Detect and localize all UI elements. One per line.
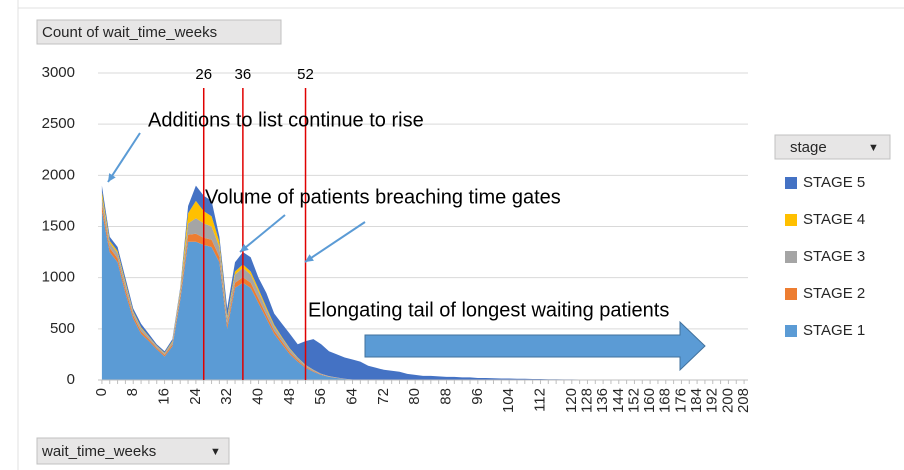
y-tick-label: 3000	[42, 64, 75, 81]
value-field: Count of wait_time_weeks	[42, 24, 217, 41]
time-gate-label: 26	[195, 66, 212, 83]
x-tick-label: 56	[312, 388, 329, 405]
annotation: Additions to list continue to rise	[148, 109, 424, 131]
x-tick-label: 200	[719, 388, 736, 413]
x-tick-label: 48	[281, 388, 298, 405]
x-tick-label: 40	[250, 388, 267, 405]
arrow-head	[240, 243, 249, 252]
area	[101, 211, 745, 380]
x-tick-label: 192	[704, 388, 721, 413]
x-tick-label: 80	[406, 388, 423, 405]
y-tick-label: 2000	[42, 166, 75, 183]
y-tick-label: 0	[67, 371, 75, 388]
axis-field: wait_time_weeks	[41, 443, 156, 460]
y-tick-label: 1000	[42, 269, 75, 286]
legend-swatch	[785, 177, 797, 189]
x-tick-label: 104	[500, 388, 517, 413]
legend-label: STAGE 3	[803, 248, 865, 265]
legend-field-button[interactable]	[774, 134, 891, 160]
legend-title: stage	[790, 139, 827, 156]
arrow-head	[305, 254, 314, 262]
x-tick-label: 96	[469, 388, 486, 405]
x-tick-label: 168	[657, 388, 674, 413]
time-gate-label: 52	[297, 66, 314, 83]
legend-label: STAGE 2	[803, 285, 865, 302]
axis-field-button[interactable]	[36, 437, 230, 465]
y-tick-label: 500	[50, 320, 75, 337]
y-tick-label: 1500	[42, 217, 75, 234]
y-tick-label: 2500	[42, 115, 75, 132]
x-tick-label: 16	[156, 388, 173, 405]
x-tick-label: 160	[641, 388, 658, 413]
legend-swatch	[785, 325, 797, 337]
arrow	[304, 221, 366, 263]
x-tick-label: 0	[93, 388, 110, 396]
x-tick-label: 32	[218, 388, 235, 405]
arrow	[107, 132, 141, 183]
x-tick-label: 112	[531, 388, 548, 412]
legend-label: STAGE 5	[803, 174, 865, 191]
tail-arrow	[364, 320, 706, 372]
x-tick-label: 120	[563, 388, 580, 413]
legend-label: STAGE 1	[803, 322, 865, 339]
x-tick-label: 144	[610, 388, 627, 413]
x-tick-label: 8	[124, 388, 141, 396]
x-tick-label: 184	[688, 388, 705, 413]
legend-label: STAGE 4	[803, 211, 865, 228]
arrow-head	[108, 173, 116, 182]
x-tick-label: 128	[578, 388, 595, 413]
legend-swatch	[785, 214, 797, 226]
x-tick-label: 152	[625, 388, 642, 413]
dropdown-icon: ▼	[210, 446, 221, 458]
annotation: Volume of patients breaching time gates	[205, 186, 561, 208]
value-field-button[interactable]	[36, 19, 282, 45]
x-tick-label: 24	[187, 388, 204, 405]
annotation: Elongating tail of longest waiting patie…	[308, 299, 669, 321]
x-tick-label: 176	[672, 388, 689, 413]
time-gate-label: 36	[235, 66, 252, 83]
legend-swatch	[785, 288, 797, 300]
legend-swatch	[785, 251, 797, 263]
x-tick-label: 64	[343, 388, 360, 405]
x-tick-label: 208	[735, 388, 752, 413]
dropdown-icon: ▼	[868, 142, 879, 154]
x-tick-label: 88	[437, 388, 454, 405]
x-tick-label: 72	[375, 388, 392, 405]
x-tick-label: 136	[594, 388, 611, 413]
arrow	[239, 214, 286, 253]
